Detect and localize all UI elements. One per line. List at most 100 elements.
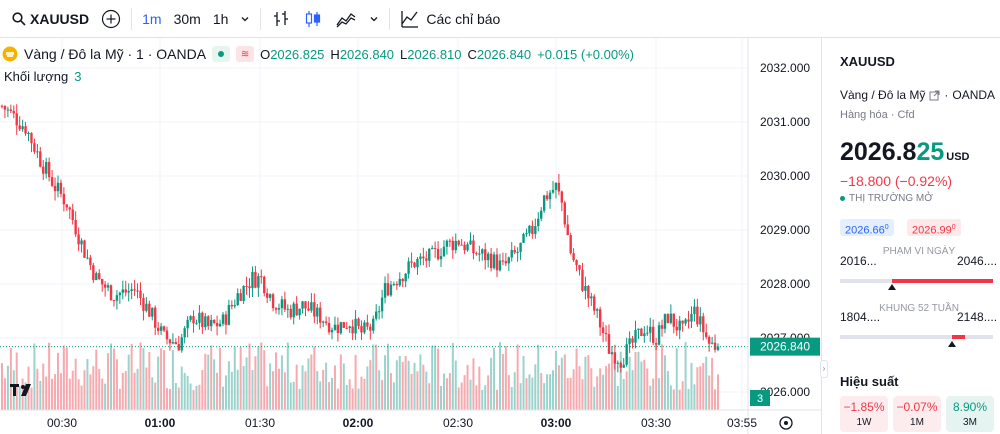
ohlc-open: O2026.825 [260, 46, 325, 62]
candle-body [56, 182, 60, 192]
volume-bar [151, 377, 154, 410]
external-link-icon[interactable] [929, 90, 940, 101]
volume-value: 3 [74, 69, 82, 84]
volume-bar [257, 346, 260, 410]
candle-body [345, 327, 348, 329]
candle-body [183, 328, 186, 338]
interval-1h-button[interactable]: 1h [212, 10, 229, 27]
candle-body [678, 320, 681, 331]
ohlc-change: +0.015 (+0.00%) [537, 46, 634, 62]
candle-body [313, 302, 316, 317]
bid-price[interactable]: 2026.660 [840, 219, 894, 237]
volume-bar [596, 376, 599, 410]
delay-badge[interactable]: ≋ [236, 46, 255, 62]
candle-body [702, 316, 705, 333]
volume-bar [30, 387, 33, 410]
volume-bar [115, 359, 118, 410]
volume-bar [242, 366, 245, 410]
candle-body [121, 289, 125, 293]
candle-body [495, 254, 499, 271]
panel-description-text[interactable]: Vàng / Đô la Mỹ [840, 88, 926, 102]
candle-body [103, 284, 107, 288]
performance-3m[interactable]: 8.90% 3M [946, 396, 994, 432]
ohlc-close: C2026.840 [467, 46, 532, 62]
volume-bar [110, 343, 113, 410]
series-legend: Vàng / Đô la Mỹ · 1 · OANDA ≋ O2026.825 … [2, 46, 634, 62]
chart-type-dropdown-button[interactable] [363, 0, 385, 38]
bar-type-button[interactable] [265, 0, 297, 38]
market-open-badge[interactable] [212, 46, 231, 62]
performance-1m[interactable]: −0.07% 1M [893, 396, 941, 432]
volume-bar [263, 350, 266, 410]
volume-bar [640, 361, 643, 410]
volume-bar [221, 386, 224, 410]
volume-bar [593, 386, 596, 410]
candle-body [336, 324, 340, 334]
indicators-label: Các chỉ báo [426, 10, 501, 27]
candle-body [268, 294, 272, 298]
volume-bar [392, 382, 395, 410]
candle-body [15, 113, 18, 126]
volume-bar [381, 379, 384, 410]
volume-bar [266, 386, 269, 410]
candle-body [634, 330, 637, 343]
candle-body [478, 253, 481, 255]
candle-body [298, 308, 301, 316]
volume-bar [466, 364, 469, 410]
candle-body [204, 316, 207, 328]
volume-bar [622, 379, 625, 410]
candle-body [50, 177, 54, 186]
indicators-button[interactable]: Các chỉ báo [394, 0, 506, 38]
candle-body [654, 343, 658, 345]
volume-bar [92, 366, 95, 410]
candle-body [192, 316, 195, 324]
volume-bar [107, 353, 110, 410]
candles-button[interactable] [297, 0, 329, 38]
candle-body [74, 220, 77, 235]
candle-body [587, 286, 590, 299]
volume-bar [183, 372, 186, 410]
candle-body [507, 257, 510, 264]
ask-price[interactable]: 2026.990 [907, 219, 961, 237]
candle-body [666, 314, 670, 323]
candle-body [115, 295, 119, 301]
candle-body [528, 225, 531, 234]
panel-broker[interactable]: OANDA [952, 88, 996, 102]
candle-body [59, 182, 63, 194]
last-price-label: 2026.840 [760, 340, 810, 354]
candle-body [277, 308, 281, 310]
price-chart[interactable]: 2032.000 2031.000 2030.000 2029.000 2028.000… [0, 38, 822, 434]
volume-bar [186, 375, 189, 410]
candle-body [492, 254, 496, 269]
volume-bar [59, 373, 62, 410]
volume-bar [45, 376, 48, 410]
volume-bar [525, 378, 528, 410]
candle-body [460, 244, 463, 246]
volume-bar [551, 370, 554, 410]
price-currency: USD [946, 151, 970, 163]
volume-bar [675, 348, 678, 410]
interval-30m-button[interactable]: 30m [173, 10, 201, 27]
candle-body [260, 276, 263, 278]
interval-1m-button[interactable]: 1m [142, 10, 162, 27]
volume-bar [301, 365, 304, 410]
candle-body [637, 328, 640, 331]
volume-bar [322, 369, 325, 410]
symbol-search-button[interactable]: XAUUSD [6, 0, 95, 38]
area-chart-button[interactable] [329, 0, 363, 38]
chart-pane[interactable]: 2032.000 2031.000 2030.000 2029.000 2028.000… [0, 38, 822, 434]
volume-bar [546, 374, 549, 410]
performance-1w[interactable]: −1.85% 1W [840, 396, 888, 432]
panel-symbol[interactable]: XAUUSD [840, 54, 895, 69]
performance-title: Hiệu suất [840, 374, 899, 389]
volume-bar [543, 383, 546, 410]
compare-add-button[interactable] [95, 0, 127, 38]
toolbar-divider [389, 7, 391, 30]
volume-bar [160, 348, 163, 410]
volume-bar [448, 373, 451, 410]
candle-body [44, 161, 48, 174]
candle-body [333, 324, 337, 330]
interval-dropdown-button[interactable] [234, 0, 256, 38]
panel-collapse-handle[interactable]: › [820, 360, 828, 378]
settings-gear-icon[interactable] [779, 416, 793, 430]
